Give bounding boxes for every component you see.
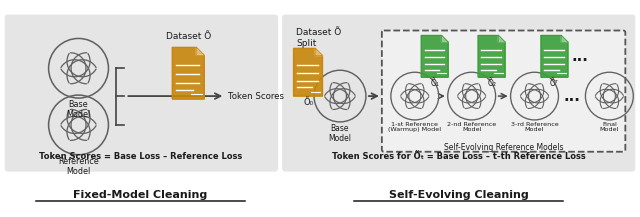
Polygon shape xyxy=(499,35,505,42)
Polygon shape xyxy=(316,48,323,56)
Polygon shape xyxy=(421,35,448,77)
Polygon shape xyxy=(442,35,448,42)
Text: ...: ... xyxy=(572,49,588,64)
Polygon shape xyxy=(172,47,204,99)
Polygon shape xyxy=(294,48,323,96)
Text: Base
Model: Base Model xyxy=(67,100,91,119)
Text: Final
Model: Final Model xyxy=(600,122,619,132)
FancyBboxPatch shape xyxy=(282,15,636,172)
Text: Token Scores: Token Scores xyxy=(228,92,284,101)
Text: Dataset Õ
Split: Dataset Õ Split xyxy=(296,28,341,48)
FancyBboxPatch shape xyxy=(4,15,278,172)
Polygon shape xyxy=(478,35,505,77)
Text: Self-Evolving Reference Models: Self-Evolving Reference Models xyxy=(444,143,563,152)
Text: Token Scores for Õₜ = Base Loss – t-th Reference Loss: Token Scores for Õₜ = Base Loss – t-th R… xyxy=(332,152,586,161)
Polygon shape xyxy=(561,35,568,42)
Text: Dataset Õ: Dataset Õ xyxy=(166,33,211,41)
Text: Reference
Model: Reference Model xyxy=(58,157,99,176)
Polygon shape xyxy=(541,35,568,77)
Text: Õ₂: Õ₂ xyxy=(487,79,496,88)
Text: Fixed-Model Cleaning: Fixed-Model Cleaning xyxy=(73,191,207,201)
Text: Õᵀ: Õᵀ xyxy=(550,79,559,88)
Text: Õ₁: Õ₁ xyxy=(430,79,439,88)
Text: Self-Evolving Cleaning: Self-Evolving Cleaning xyxy=(389,191,529,201)
Polygon shape xyxy=(196,47,204,55)
Text: 3-rd Reference
Model: 3-rd Reference Model xyxy=(511,122,559,132)
Text: ...: ... xyxy=(563,89,580,104)
Text: Õ₀: Õ₀ xyxy=(303,98,313,107)
Text: Token Scores = Base Loss – Reference Loss: Token Scores = Base Loss – Reference Los… xyxy=(39,152,242,161)
Text: 2-nd Reference
Model: 2-nd Reference Model xyxy=(447,122,496,132)
Text: 1-st Reference
(Warmup) Model: 1-st Reference (Warmup) Model xyxy=(388,122,442,132)
FancyBboxPatch shape xyxy=(382,31,625,152)
Text: Base
Model: Base Model xyxy=(328,124,351,143)
